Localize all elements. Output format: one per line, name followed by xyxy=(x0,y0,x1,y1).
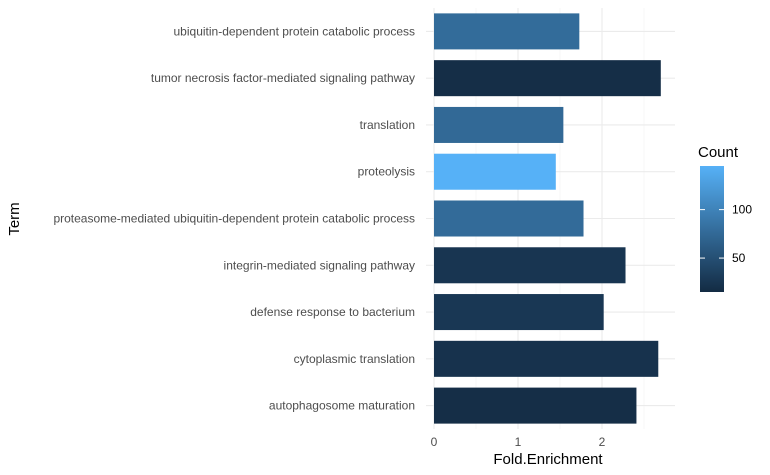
y-tick-label: defense response to bacterium xyxy=(250,305,415,319)
color-legend: Count 50 100 xyxy=(698,144,752,292)
x-tick-label: 1 xyxy=(515,435,522,449)
x-axis-title: Fold.Enrichment xyxy=(493,451,603,468)
y-tick-labels: ubiquitin-dependent protein catabolic pr… xyxy=(53,24,415,412)
x-tick-label: 2 xyxy=(599,435,606,449)
bar xyxy=(434,13,580,50)
legend-tick-label: 50 xyxy=(732,251,746,265)
bar xyxy=(434,294,604,331)
y-tick-label: translation xyxy=(360,118,415,132)
bar xyxy=(434,200,584,237)
bar xyxy=(434,60,661,97)
y-tick-label: cytoplasmic translation xyxy=(294,352,415,366)
bar xyxy=(434,387,637,424)
bar xyxy=(434,340,659,377)
legend-title: Count xyxy=(698,144,739,161)
bar xyxy=(434,106,564,143)
bar xyxy=(434,247,626,284)
y-tick-label: ubiquitin-dependent protein catabolic pr… xyxy=(174,24,416,38)
y-tick-label: proteasome-mediated ubiquitin-dependent … xyxy=(53,212,415,226)
legend-tick-label: 100 xyxy=(732,203,752,217)
y-axis-title: Term xyxy=(6,202,23,235)
y-tick-label: integrin-mediated signaling pathway xyxy=(224,258,415,272)
x-tick-label: 0 xyxy=(431,435,438,449)
y-tick-label: tumor necrosis factor-mediated signaling… xyxy=(151,71,415,85)
bars-group xyxy=(434,13,661,424)
legend-colorbar xyxy=(700,166,724,292)
y-tick-label: autophagosome maturation xyxy=(269,399,415,413)
x-tick-labels: 0 1 2 xyxy=(431,435,606,449)
y-tick-label: proteolysis xyxy=(358,165,415,179)
bar xyxy=(434,153,556,190)
